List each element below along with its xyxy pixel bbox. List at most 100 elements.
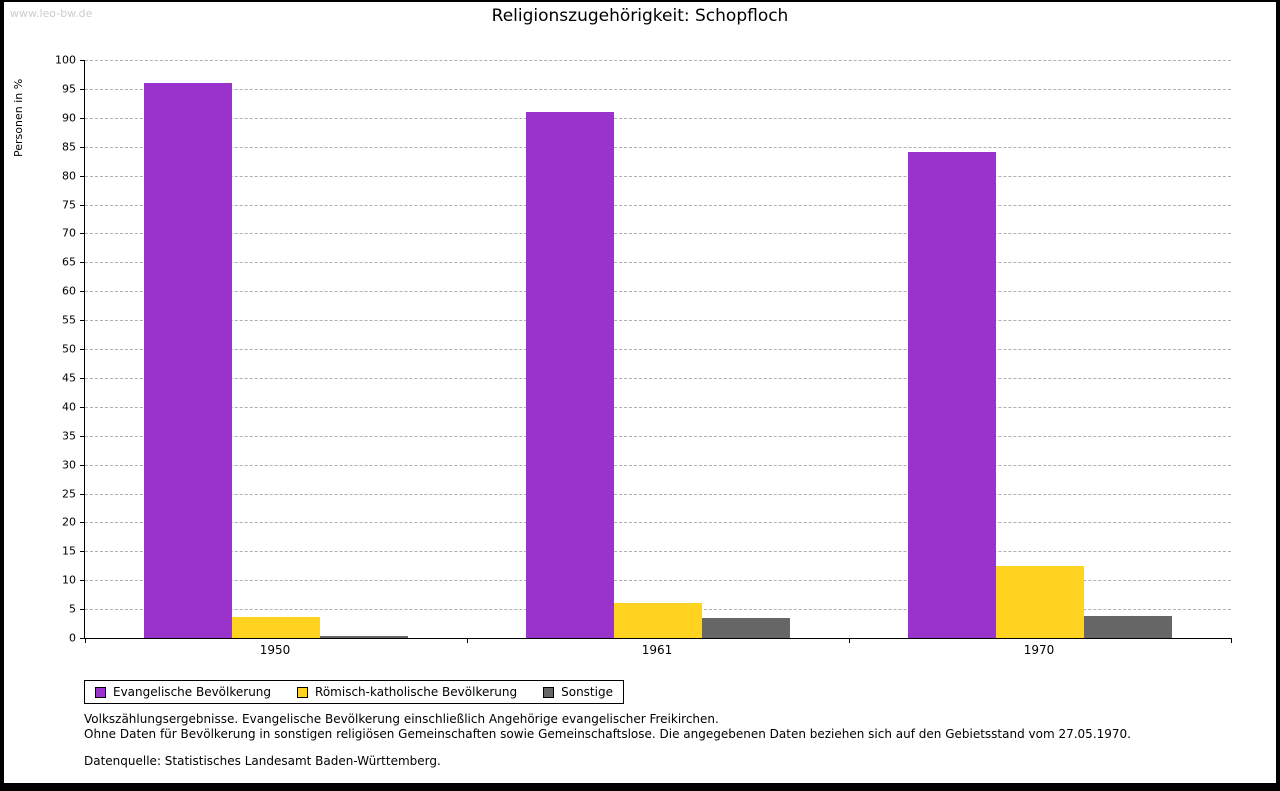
legend-item: Evangelische Bevölkerung — [95, 685, 271, 699]
bar-1970-evangelische-bev-lkerung — [908, 152, 996, 638]
footnotes: Volkszählungsergebnisse. Evangelische Be… — [84, 712, 1214, 769]
legend-item: Sonstige — [543, 685, 613, 699]
y-axis-tick — [80, 88, 85, 90]
legend: Evangelische Bevölkerung Römisch-katholis… — [84, 680, 624, 704]
gridline — [85, 204, 1231, 206]
gridline — [85, 435, 1231, 437]
y-tick-label: 65 — [62, 255, 76, 269]
y-axis-tick — [80, 551, 85, 553]
gridline — [85, 233, 1231, 235]
y-tick-label: 45 — [62, 371, 76, 385]
x-axis-labels: 1950 1961 1970 — [84, 643, 1230, 657]
y-axis-title: Personen in % — [12, 78, 25, 157]
y-tick-label: 0 — [69, 631, 76, 645]
gridline — [85, 88, 1231, 90]
gridline — [85, 60, 1231, 61]
y-axis-tick — [80, 522, 85, 524]
x-axis-tick — [85, 638, 86, 643]
watermark: www.leo-bw.de — [10, 7, 93, 20]
y-axis-tick — [80, 609, 85, 611]
gridline — [85, 551, 1231, 553]
bar-1961-sonstige — [702, 618, 790, 638]
legend-swatch — [543, 686, 555, 698]
y-tick-label: 60 — [62, 284, 76, 298]
y-tick-label: 25 — [62, 487, 76, 500]
bar-group-1950 — [85, 60, 467, 638]
y-tick-label: 40 — [62, 400, 76, 414]
y-tick-label: 5 — [69, 602, 76, 616]
y-tick-label: 50 — [62, 342, 76, 356]
y-tick-label: 75 — [62, 198, 76, 211]
bar-1970-r-misch-katholische-bev-lkerung — [996, 565, 1084, 638]
legend-label: Evangelische Bevölkerung — [113, 685, 272, 699]
gridline — [85, 262, 1231, 264]
chart-title: Religionszugehörigkeit: Schopfloch — [491, 6, 789, 26]
y-axis-tick — [80, 146, 85, 148]
gridline — [85, 522, 1231, 524]
y-axis-tick — [80, 580, 85, 582]
y-tick-label: 95 — [62, 82, 76, 96]
gridline — [85, 175, 1231, 177]
y-tick-label: 70 — [62, 226, 76, 240]
footnote-line: Ohne Daten für Bevölkerung in sonstigen … — [84, 727, 1131, 741]
y-axis-tick — [80, 262, 85, 264]
plot-area: 0 5 10 15 20 25 30 35 40 45 50 55 60 65 70 75 80 85 90 95 10… — [55, 55, 1232, 644]
y-axis-tick — [80, 638, 85, 639]
bar-1961-evangelische-bev-lkerung — [526, 112, 614, 638]
y-axis-tick — [80, 60, 85, 61]
y-tick-label: 30 — [62, 458, 76, 472]
x-tick-label: 1950 — [259, 643, 291, 657]
y-axis-tick — [80, 117, 85, 119]
y-axis-tick — [80, 377, 85, 379]
x-axis-tick — [1231, 638, 1232, 643]
gridline — [85, 291, 1231, 293]
bar-groups — [85, 60, 1231, 638]
y-tick-label: 90 — [62, 111, 76, 125]
bar-1950-sonstige — [320, 635, 408, 638]
y-axis-tick — [80, 233, 85, 235]
bar-group-1970 — [849, 60, 1231, 638]
gridline — [85, 377, 1231, 379]
bar-1950-evangelische-bev-lkerung — [144, 83, 232, 638]
footnote-line: Volkszählungsergebnisse. Evangelische Be… — [84, 712, 719, 726]
legend-item: Römisch-katholische Bevölkerung — [297, 685, 517, 699]
gridline — [85, 146, 1231, 148]
gridline — [85, 349, 1231, 350]
y-tick-label: 35 — [62, 429, 76, 443]
y-tick-label: 20 — [62, 515, 76, 529]
y-axis-tick — [80, 204, 85, 206]
y-tick-label: 100 — [55, 53, 76, 67]
bar-group-1961 — [467, 60, 849, 638]
y-tick-label: 55 — [62, 313, 76, 327]
y-axis-tick — [80, 435, 85, 437]
y-axis-tick — [80, 464, 85, 466]
legend-label: Sonstige — [561, 685, 613, 699]
y-axis-tick — [80, 406, 85, 408]
y-tick-label: 15 — [62, 544, 76, 558]
gridline — [85, 406, 1231, 408]
y-tick-label: 80 — [62, 169, 76, 183]
gridline — [85, 464, 1231, 466]
bar-1970-sonstige — [1084, 616, 1172, 638]
legend-swatch — [297, 686, 309, 698]
y-tick-label: 85 — [62, 140, 76, 154]
bar-1961-r-misch-katholische-bev-lkerung — [614, 603, 702, 638]
legend-label: Römisch-katholische Bevölkerung — [315, 685, 518, 699]
x-axis-tick — [849, 638, 850, 643]
x-tick-label: 1961 — [641, 643, 673, 657]
data-source: Datenquelle: Statistisches Landesamt Bad… — [84, 754, 441, 768]
y-tick-label: 10 — [62, 573, 76, 587]
legend-swatch — [95, 686, 106, 698]
gridline — [85, 320, 1231, 322]
gridline — [85, 117, 1231, 119]
gridline — [85, 580, 1231, 582]
y-axis-tick — [80, 291, 85, 293]
y-axis-tick — [80, 493, 85, 495]
bar-1950-r-misch-katholische-bev-lkerung — [232, 616, 320, 638]
y-axis-tick — [80, 349, 85, 350]
y-axis-tick — [80, 320, 85, 322]
x-tick-label: 1970 — [1023, 643, 1055, 657]
x-axis-tick — [467, 638, 468, 643]
y-axis-tick — [80, 175, 85, 177]
